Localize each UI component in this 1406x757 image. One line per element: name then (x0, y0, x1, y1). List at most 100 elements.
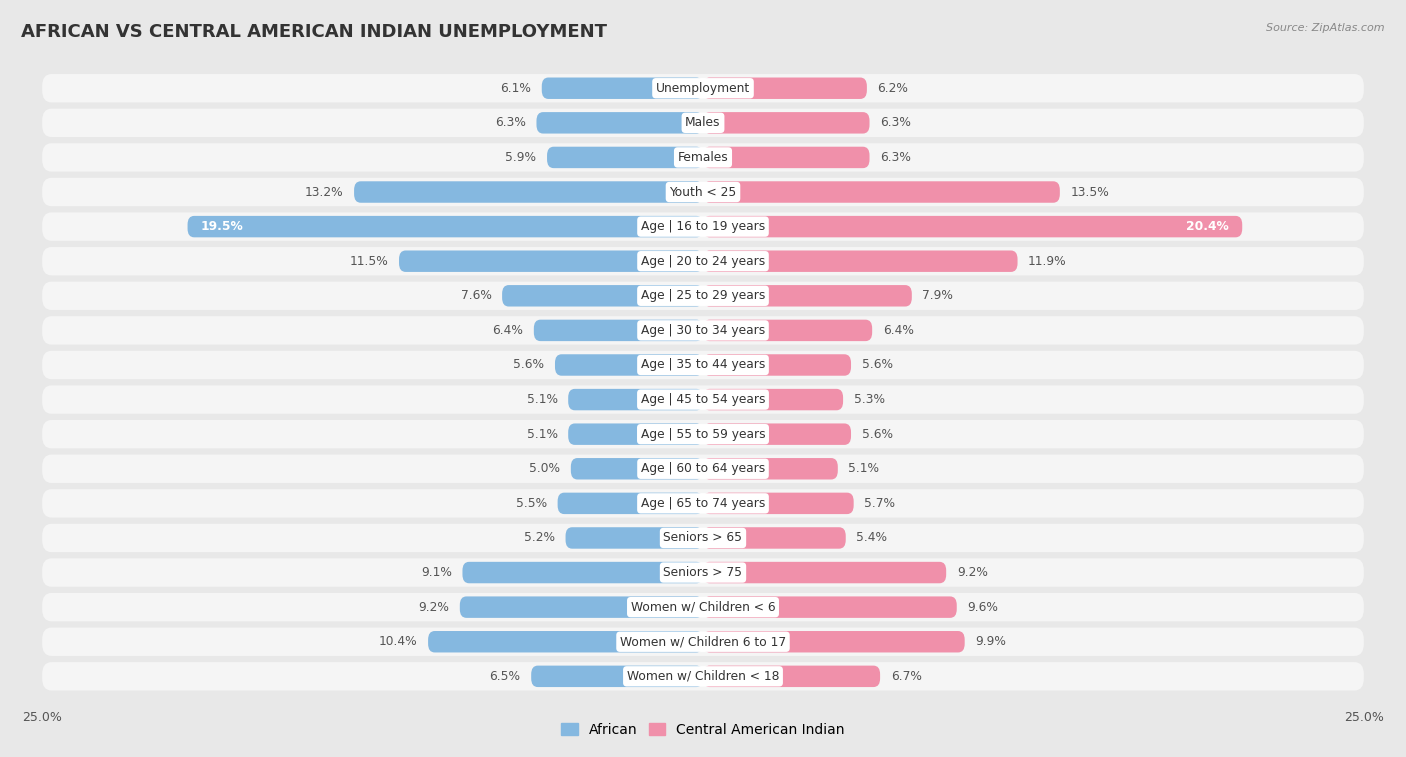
FancyBboxPatch shape (703, 216, 1243, 238)
Text: Age | 25 to 29 years: Age | 25 to 29 years (641, 289, 765, 302)
FancyBboxPatch shape (534, 319, 703, 341)
FancyBboxPatch shape (703, 319, 872, 341)
Text: Women w/ Children < 18: Women w/ Children < 18 (627, 670, 779, 683)
FancyBboxPatch shape (42, 282, 1364, 310)
FancyBboxPatch shape (502, 285, 703, 307)
Text: 6.2%: 6.2% (877, 82, 908, 95)
Text: Women w/ Children < 6: Women w/ Children < 6 (631, 600, 775, 614)
Text: 11.9%: 11.9% (1028, 254, 1067, 268)
FancyBboxPatch shape (42, 350, 1364, 379)
Text: 9.6%: 9.6% (967, 600, 998, 614)
Text: 5.1%: 5.1% (848, 463, 879, 475)
Text: 20.4%: 20.4% (1187, 220, 1229, 233)
Text: 6.3%: 6.3% (495, 117, 526, 129)
FancyBboxPatch shape (703, 631, 965, 653)
FancyBboxPatch shape (555, 354, 703, 375)
FancyBboxPatch shape (42, 109, 1364, 137)
Text: 5.4%: 5.4% (856, 531, 887, 544)
Text: 9.9%: 9.9% (976, 635, 1007, 648)
Text: 7.6%: 7.6% (461, 289, 492, 302)
Text: Unemployment: Unemployment (655, 82, 751, 95)
FancyBboxPatch shape (568, 389, 703, 410)
FancyBboxPatch shape (42, 593, 1364, 621)
Text: 6.3%: 6.3% (880, 151, 911, 164)
Text: Age | 35 to 44 years: Age | 35 to 44 years (641, 359, 765, 372)
FancyBboxPatch shape (537, 112, 703, 133)
Text: 6.4%: 6.4% (883, 324, 914, 337)
Text: 10.4%: 10.4% (378, 635, 418, 648)
Text: 5.1%: 5.1% (527, 428, 558, 441)
FancyBboxPatch shape (531, 665, 703, 687)
Text: 5.6%: 5.6% (862, 359, 893, 372)
Text: 7.9%: 7.9% (922, 289, 953, 302)
Text: Seniors > 65: Seniors > 65 (664, 531, 742, 544)
FancyBboxPatch shape (703, 493, 853, 514)
FancyBboxPatch shape (42, 559, 1364, 587)
Text: Age | 30 to 34 years: Age | 30 to 34 years (641, 324, 765, 337)
FancyBboxPatch shape (565, 527, 703, 549)
FancyBboxPatch shape (42, 455, 1364, 483)
FancyBboxPatch shape (703, 77, 868, 99)
FancyBboxPatch shape (703, 354, 851, 375)
Text: 6.3%: 6.3% (880, 117, 911, 129)
Text: 9.1%: 9.1% (420, 566, 451, 579)
FancyBboxPatch shape (703, 458, 838, 479)
FancyBboxPatch shape (399, 251, 703, 272)
FancyBboxPatch shape (42, 385, 1364, 414)
Text: Age | 55 to 59 years: Age | 55 to 59 years (641, 428, 765, 441)
FancyBboxPatch shape (42, 662, 1364, 690)
FancyBboxPatch shape (703, 112, 869, 133)
Text: 9.2%: 9.2% (956, 566, 987, 579)
Text: Females: Females (678, 151, 728, 164)
FancyBboxPatch shape (703, 423, 851, 445)
Text: 19.5%: 19.5% (201, 220, 243, 233)
FancyBboxPatch shape (463, 562, 703, 584)
FancyBboxPatch shape (703, 285, 912, 307)
Text: Age | 20 to 24 years: Age | 20 to 24 years (641, 254, 765, 268)
Text: 13.2%: 13.2% (305, 185, 343, 198)
Text: Women w/ Children 6 to 17: Women w/ Children 6 to 17 (620, 635, 786, 648)
Text: Age | 60 to 64 years: Age | 60 to 64 years (641, 463, 765, 475)
Text: Age | 45 to 54 years: Age | 45 to 54 years (641, 393, 765, 406)
Text: Age | 16 to 19 years: Age | 16 to 19 years (641, 220, 765, 233)
Text: 5.7%: 5.7% (865, 497, 896, 510)
Text: Males: Males (685, 117, 721, 129)
Text: 6.5%: 6.5% (489, 670, 520, 683)
FancyBboxPatch shape (42, 489, 1364, 518)
FancyBboxPatch shape (42, 420, 1364, 448)
FancyBboxPatch shape (703, 527, 846, 549)
FancyBboxPatch shape (703, 665, 880, 687)
Text: AFRICAN VS CENTRAL AMERICAN INDIAN UNEMPLOYMENT: AFRICAN VS CENTRAL AMERICAN INDIAN UNEMP… (21, 23, 607, 41)
FancyBboxPatch shape (42, 247, 1364, 276)
FancyBboxPatch shape (703, 147, 869, 168)
FancyBboxPatch shape (703, 597, 956, 618)
Text: Seniors > 75: Seniors > 75 (664, 566, 742, 579)
Text: 5.9%: 5.9% (506, 151, 537, 164)
Text: Source: ZipAtlas.com: Source: ZipAtlas.com (1267, 23, 1385, 33)
Text: 5.3%: 5.3% (853, 393, 884, 406)
FancyBboxPatch shape (703, 251, 1018, 272)
Text: 5.6%: 5.6% (862, 428, 893, 441)
Text: 6.4%: 6.4% (492, 324, 523, 337)
FancyBboxPatch shape (460, 597, 703, 618)
FancyBboxPatch shape (42, 213, 1364, 241)
Text: 5.2%: 5.2% (524, 531, 555, 544)
FancyBboxPatch shape (541, 77, 703, 99)
FancyBboxPatch shape (571, 458, 703, 479)
FancyBboxPatch shape (42, 524, 1364, 552)
FancyBboxPatch shape (42, 628, 1364, 656)
Text: 6.7%: 6.7% (890, 670, 921, 683)
Text: 11.5%: 11.5% (350, 254, 388, 268)
FancyBboxPatch shape (703, 389, 844, 410)
Text: Age | 65 to 74 years: Age | 65 to 74 years (641, 497, 765, 510)
Text: Youth < 25: Youth < 25 (669, 185, 737, 198)
Legend: African, Central American Indian: African, Central American Indian (555, 717, 851, 742)
Text: 9.2%: 9.2% (419, 600, 450, 614)
FancyBboxPatch shape (568, 423, 703, 445)
FancyBboxPatch shape (547, 147, 703, 168)
Text: 5.0%: 5.0% (529, 463, 560, 475)
FancyBboxPatch shape (354, 181, 703, 203)
FancyBboxPatch shape (703, 181, 1060, 203)
FancyBboxPatch shape (42, 178, 1364, 206)
FancyBboxPatch shape (42, 74, 1364, 102)
